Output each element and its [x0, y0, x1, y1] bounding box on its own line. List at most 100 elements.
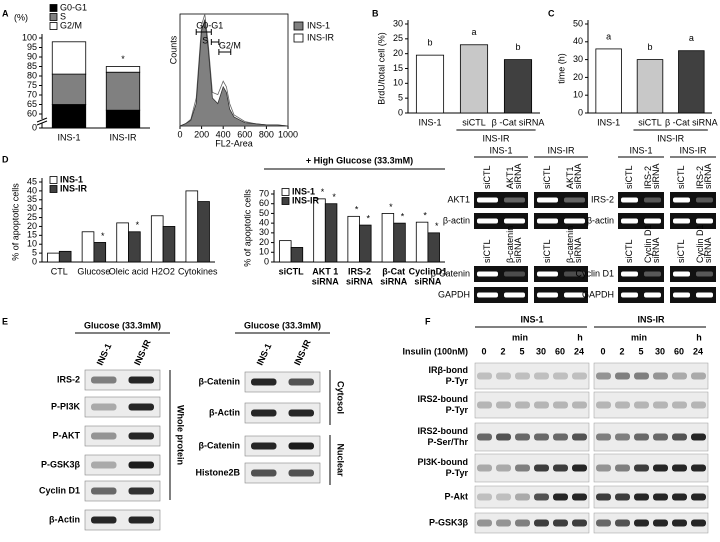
bar-segment	[51, 41, 87, 75]
blot-band	[691, 372, 706, 380]
bar	[381, 213, 395, 263]
blot-band	[553, 519, 568, 527]
significance-marker: b	[647, 42, 652, 52]
timepoint-label: 2	[500, 346, 505, 356]
blot-band	[553, 433, 568, 441]
y-tick-label: 70	[27, 89, 37, 99]
blot-band	[477, 493, 492, 501]
blot-band	[672, 519, 687, 527]
y-tick-label: 70	[259, 188, 269, 198]
bar	[197, 201, 210, 263]
gel-strip	[534, 287, 588, 303]
blot-strip	[593, 453, 709, 483]
gel-band	[564, 271, 585, 277]
legend-label: G0-G1	[60, 2, 87, 12]
y-tick-label: 85	[27, 61, 37, 71]
blot-band	[91, 432, 117, 440]
gel-band	[621, 271, 638, 277]
blot-band	[572, 372, 587, 380]
y-axis-label: % of apoptotic cells	[242, 189, 252, 267]
x-tick-label: β -Cat siRNA	[492, 117, 545, 127]
row-label: IRS-2	[57, 374, 80, 384]
bar-segment	[51, 73, 87, 105]
bar	[415, 221, 429, 263]
y-axis-label: % of apoptotic cells	[10, 183, 20, 261]
blot-band	[572, 433, 587, 441]
blot-strip	[84, 425, 161, 447]
lane-label: INS-1	[255, 342, 274, 367]
legend-label: INS-IR	[60, 183, 88, 193]
gel-band	[564, 197, 585, 203]
y-tick-label: 10	[27, 239, 37, 249]
blot-band	[515, 464, 530, 472]
gate-label: S	[202, 35, 208, 45]
blot-strip	[244, 435, 321, 457]
x-tick-label: siRNA	[346, 276, 374, 286]
significance-marker: *	[355, 205, 359, 215]
bar	[128, 231, 141, 263]
x-tick-label: siCTL	[638, 117, 662, 127]
unit-label: h	[696, 332, 702, 342]
row-label: Histone2B	[195, 467, 240, 477]
axis-break	[36, 117, 48, 123]
blot-band	[691, 433, 706, 441]
bar	[93, 242, 107, 263]
gel-band	[644, 292, 661, 298]
blot-band	[596, 464, 611, 472]
significance-marker: *	[332, 192, 336, 202]
x-tick-label: Oleic acid	[109, 266, 149, 276]
unit-label: min	[631, 332, 647, 342]
blot-band	[653, 493, 668, 501]
y-tick-label: 60	[27, 108, 37, 118]
blot-band	[615, 519, 630, 527]
blot-band	[572, 464, 587, 472]
row-label: AKT1	[447, 194, 470, 204]
blot-band	[691, 401, 706, 409]
blot-band	[128, 516, 154, 524]
bar	[150, 215, 164, 263]
row-label: P-Ser/Thr	[427, 437, 468, 447]
timepoint-label: 5	[519, 346, 524, 356]
bar	[595, 48, 622, 114]
y-tick-label: 30	[393, 18, 403, 28]
blot-strip	[593, 512, 709, 534]
lane-label: siCTL	[676, 239, 686, 263]
significance-marker: *	[423, 211, 427, 221]
y-tick-label: 10	[393, 78, 403, 88]
blot-band	[596, 401, 611, 409]
blot-band	[634, 493, 649, 501]
histogram-trace	[179, 19, 289, 127]
gel-band	[477, 271, 498, 277]
blot-band	[572, 519, 587, 527]
x-tick-label: INS-1	[597, 117, 620, 127]
blot-band	[534, 493, 549, 501]
significance-marker: *	[401, 212, 405, 222]
bar	[290, 247, 304, 263]
axis-break-gap	[37, 119, 47, 123]
lane-label: INS-IR	[132, 338, 153, 367]
blot-strip	[84, 454, 161, 476]
blot-band	[553, 464, 568, 472]
row-label: P-Akt	[444, 491, 468, 501]
gate-label: G2/M	[219, 40, 241, 50]
blot-band	[596, 519, 611, 527]
axis-break	[36, 120, 48, 126]
y-tick-label: 25	[393, 33, 403, 43]
legend-swatch	[49, 22, 58, 30]
lane-label: siCTL	[624, 239, 634, 263]
y-tick-label: 40	[259, 218, 269, 228]
timepoint-label: 24	[574, 346, 584, 356]
timepoint-label: 30	[655, 346, 665, 356]
blot-strip	[84, 509, 161, 531]
significance-marker: *	[367, 213, 371, 223]
timepoint-label: 30	[536, 346, 546, 356]
y-tick-label: 30	[27, 203, 37, 213]
y-tick-label: 20	[27, 221, 37, 231]
bar	[347, 215, 360, 263]
y-tick-label: 20	[393, 48, 403, 58]
y-tick-label: 5	[398, 93, 403, 103]
blot-band	[653, 464, 668, 472]
blot-band	[596, 372, 611, 380]
lane-label: siCTL	[676, 165, 686, 189]
